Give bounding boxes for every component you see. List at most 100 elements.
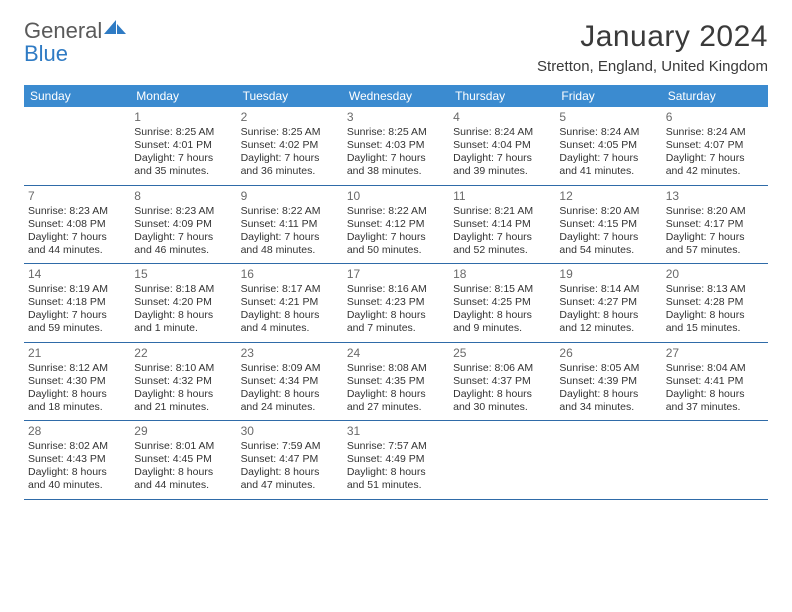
day-number: 21 xyxy=(28,346,126,361)
daylight-text: Daylight: 8 hours xyxy=(559,309,657,322)
sunrise-text: Sunrise: 8:10 AM xyxy=(134,362,232,375)
daylight-text: and 40 minutes. xyxy=(28,479,126,492)
daylight-text: Daylight: 8 hours xyxy=(347,388,445,401)
daylight-text: Daylight: 7 hours xyxy=(134,152,232,165)
sunrise-text: Sunrise: 8:09 AM xyxy=(241,362,339,375)
daylight-text: and 9 minutes. xyxy=(453,322,551,335)
daylight-text: and 37 minutes. xyxy=(666,401,764,414)
weekday-header: Saturday xyxy=(662,85,768,107)
sunset-text: Sunset: 4:02 PM xyxy=(241,139,339,152)
day-cell: 5Sunrise: 8:24 AMSunset: 4:05 PMDaylight… xyxy=(555,107,661,185)
sunset-text: Sunset: 4:14 PM xyxy=(453,218,551,231)
weekday-header: Sunday xyxy=(24,85,130,107)
sunset-text: Sunset: 4:41 PM xyxy=(666,375,764,388)
day-number: 1 xyxy=(134,110,232,125)
daylight-text: and 18 minutes. xyxy=(28,401,126,414)
sunset-text: Sunset: 4:39 PM xyxy=(559,375,657,388)
day-cell: 31Sunrise: 7:57 AMSunset: 4:49 PMDayligh… xyxy=(343,421,449,499)
daylight-text: Daylight: 7 hours xyxy=(453,231,551,244)
sunset-text: Sunset: 4:07 PM xyxy=(666,139,764,152)
day-cell: 27Sunrise: 8:04 AMSunset: 4:41 PMDayligh… xyxy=(662,343,768,421)
day-cell: 18Sunrise: 8:15 AMSunset: 4:25 PMDayligh… xyxy=(449,264,555,342)
daylight-text: and 7 minutes. xyxy=(347,322,445,335)
day-cell: 16Sunrise: 8:17 AMSunset: 4:21 PMDayligh… xyxy=(237,264,343,342)
daylight-text: Daylight: 7 hours xyxy=(559,231,657,244)
day-number: 27 xyxy=(666,346,764,361)
day-number: 17 xyxy=(347,267,445,282)
sunset-text: Sunset: 4:34 PM xyxy=(241,375,339,388)
page-header: General Blue January 2024 Stretton, Engl… xyxy=(24,20,768,75)
daylight-text: Daylight: 8 hours xyxy=(134,466,232,479)
week-row: 28Sunrise: 8:02 AMSunset: 4:43 PMDayligh… xyxy=(24,421,768,500)
sunset-text: Sunset: 4:45 PM xyxy=(134,453,232,466)
weekday-header: Wednesday xyxy=(343,85,449,107)
sunset-text: Sunset: 4:09 PM xyxy=(134,218,232,231)
daylight-text: Daylight: 8 hours xyxy=(28,466,126,479)
sunrise-text: Sunrise: 8:15 AM xyxy=(453,283,551,296)
sunset-text: Sunset: 4:21 PM xyxy=(241,296,339,309)
daylight-text: and 15 minutes. xyxy=(666,322,764,335)
sunrise-text: Sunrise: 8:24 AM xyxy=(453,126,551,139)
sunrise-text: Sunrise: 8:22 AM xyxy=(241,205,339,218)
week-row: 14Sunrise: 8:19 AMSunset: 4:18 PMDayligh… xyxy=(24,264,768,343)
daylight-text: Daylight: 8 hours xyxy=(134,388,232,401)
daylight-text: Daylight: 7 hours xyxy=(28,309,126,322)
daylight-text: Daylight: 7 hours xyxy=(453,152,551,165)
sunrise-text: Sunrise: 8:25 AM xyxy=(241,126,339,139)
weeks-container: 1Sunrise: 8:25 AMSunset: 4:01 PMDaylight… xyxy=(24,107,768,500)
daylight-text: Daylight: 8 hours xyxy=(666,388,764,401)
day-number: 22 xyxy=(134,346,232,361)
daylight-text: Daylight: 8 hours xyxy=(453,309,551,322)
day-number: 24 xyxy=(347,346,445,361)
sunset-text: Sunset: 4:08 PM xyxy=(28,218,126,231)
day-number: 23 xyxy=(241,346,339,361)
daylight-text: and 54 minutes. xyxy=(559,244,657,257)
day-cell: 22Sunrise: 8:10 AMSunset: 4:32 PMDayligh… xyxy=(130,343,236,421)
day-cell: 24Sunrise: 8:08 AMSunset: 4:35 PMDayligh… xyxy=(343,343,449,421)
sunrise-text: Sunrise: 8:23 AM xyxy=(134,205,232,218)
weekday-header: Thursday xyxy=(449,85,555,107)
week-row: 7Sunrise: 8:23 AMSunset: 4:08 PMDaylight… xyxy=(24,186,768,265)
sunrise-text: Sunrise: 8:19 AM xyxy=(28,283,126,296)
day-cell: 7Sunrise: 8:23 AMSunset: 4:08 PMDaylight… xyxy=(24,186,130,264)
sunrise-text: Sunrise: 8:01 AM xyxy=(134,440,232,453)
sunset-text: Sunset: 4:27 PM xyxy=(559,296,657,309)
day-number: 10 xyxy=(347,189,445,204)
day-number: 19 xyxy=(559,267,657,282)
sunset-text: Sunset: 4:05 PM xyxy=(559,139,657,152)
day-cell: 8Sunrise: 8:23 AMSunset: 4:09 PMDaylight… xyxy=(130,186,236,264)
day-number: 16 xyxy=(241,267,339,282)
day-number: 28 xyxy=(28,424,126,439)
day-cell xyxy=(555,421,661,499)
daylight-text: and 50 minutes. xyxy=(347,244,445,257)
daylight-text: and 47 minutes. xyxy=(241,479,339,492)
day-number: 31 xyxy=(347,424,445,439)
sunset-text: Sunset: 4:18 PM xyxy=(28,296,126,309)
day-number: 30 xyxy=(241,424,339,439)
daylight-text: Daylight: 8 hours xyxy=(347,309,445,322)
sunset-text: Sunset: 4:04 PM xyxy=(453,139,551,152)
sunrise-text: Sunrise: 8:04 AM xyxy=(666,362,764,375)
day-number: 15 xyxy=(134,267,232,282)
sunrise-text: Sunrise: 8:20 AM xyxy=(666,205,764,218)
day-number: 29 xyxy=(134,424,232,439)
day-cell: 2Sunrise: 8:25 AMSunset: 4:02 PMDaylight… xyxy=(237,107,343,185)
month-title: January 2024 xyxy=(537,20,768,54)
daylight-text: Daylight: 7 hours xyxy=(559,152,657,165)
location-subtitle: Stretton, England, United Kingdom xyxy=(537,58,768,75)
sunrise-text: Sunrise: 7:59 AM xyxy=(241,440,339,453)
day-number: 26 xyxy=(559,346,657,361)
day-cell: 9Sunrise: 8:22 AMSunset: 4:11 PMDaylight… xyxy=(237,186,343,264)
day-number: 14 xyxy=(28,267,126,282)
day-cell: 26Sunrise: 8:05 AMSunset: 4:39 PMDayligh… xyxy=(555,343,661,421)
sunset-text: Sunset: 4:28 PM xyxy=(666,296,764,309)
day-cell: 19Sunrise: 8:14 AMSunset: 4:27 PMDayligh… xyxy=(555,264,661,342)
sunset-text: Sunset: 4:12 PM xyxy=(347,218,445,231)
sunrise-text: Sunrise: 8:20 AM xyxy=(559,205,657,218)
day-number: 2 xyxy=(241,110,339,125)
day-number: 8 xyxy=(134,189,232,204)
calendar-page: General Blue January 2024 Stretton, Engl… xyxy=(0,0,792,520)
logo-text-blue: Blue xyxy=(24,41,68,66)
sunrise-text: Sunrise: 8:08 AM xyxy=(347,362,445,375)
daylight-text: Daylight: 7 hours xyxy=(347,231,445,244)
